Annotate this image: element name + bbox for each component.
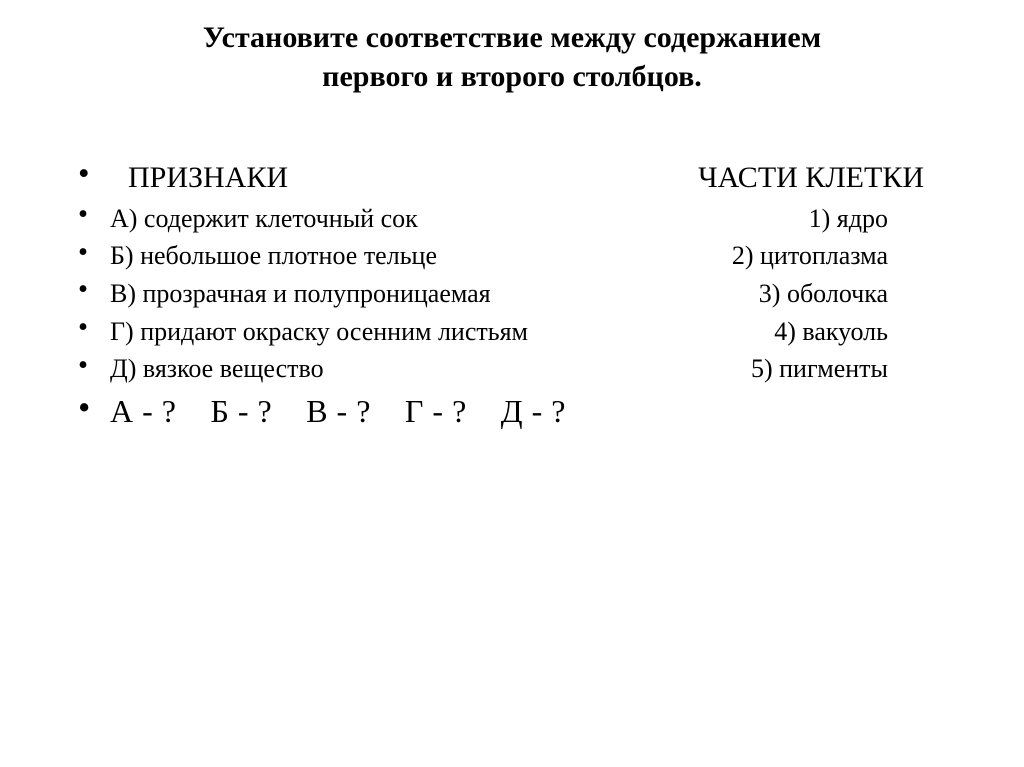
title-line-1: Установите соответствие между содержание… — [203, 21, 821, 54]
pair-right: 4) вакуоль — [774, 313, 964, 351]
content-list: ПРИЗНАКИ ЧАСТИ КЛЕТКИ А) содержит клеточ… — [60, 156, 964, 434]
pair-left: Б) небольшое плотное тельце — [110, 237, 437, 275]
pair-row: В) прозрачная и полупроницаемая 3) оболо… — [78, 275, 964, 313]
header-left: ПРИЗНАКИ — [110, 156, 288, 200]
pair-left: Д) вязкое вещество — [110, 350, 324, 388]
header-right: ЧАСТИ КЛЕТКИ — [698, 156, 964, 200]
pair-row: Д) вязкое вещество 5) пигменты — [78, 350, 964, 388]
slide: Установите соответствие между содержание… — [0, 0, 1024, 767]
answer-seg: Д - ? — [501, 388, 566, 434]
answer-seg: Б - ? — [210, 388, 272, 434]
answer-seg: В - ? — [306, 388, 371, 434]
pair-left: В) прозрачная и полупроницаемая — [110, 275, 491, 313]
slide-title: Установите соответствие между содержание… — [60, 18, 964, 96]
header-row: ПРИЗНАКИ ЧАСТИ КЛЕТКИ — [78, 156, 964, 200]
pair-right: 2) цитоплазма — [732, 237, 964, 275]
pair-row: А) содержит клеточный сок 1) ядро — [78, 200, 964, 238]
pair-row: Г) придают окраску осенним листьям 4) ва… — [78, 313, 964, 351]
answer-seg: Г - ? — [405, 388, 467, 434]
title-line-2: первого и второго столбцов. — [322, 60, 702, 93]
answer-row: А - ? Б - ? В - ? Г - ? Д - ? — [78, 388, 964, 434]
pair-row: Б) небольшое плотное тельце 2) цитоплазм… — [78, 237, 964, 275]
pair-right: 3) оболочка — [759, 275, 964, 313]
pair-left: Г) придают окраску осенним листьям — [110, 313, 528, 351]
pair-left: А) содержит клеточный сок — [110, 200, 418, 238]
pair-right: 1) ядро — [809, 200, 964, 238]
pair-right: 5) пигменты — [751, 350, 964, 388]
answer-seg: А - ? — [110, 388, 176, 434]
